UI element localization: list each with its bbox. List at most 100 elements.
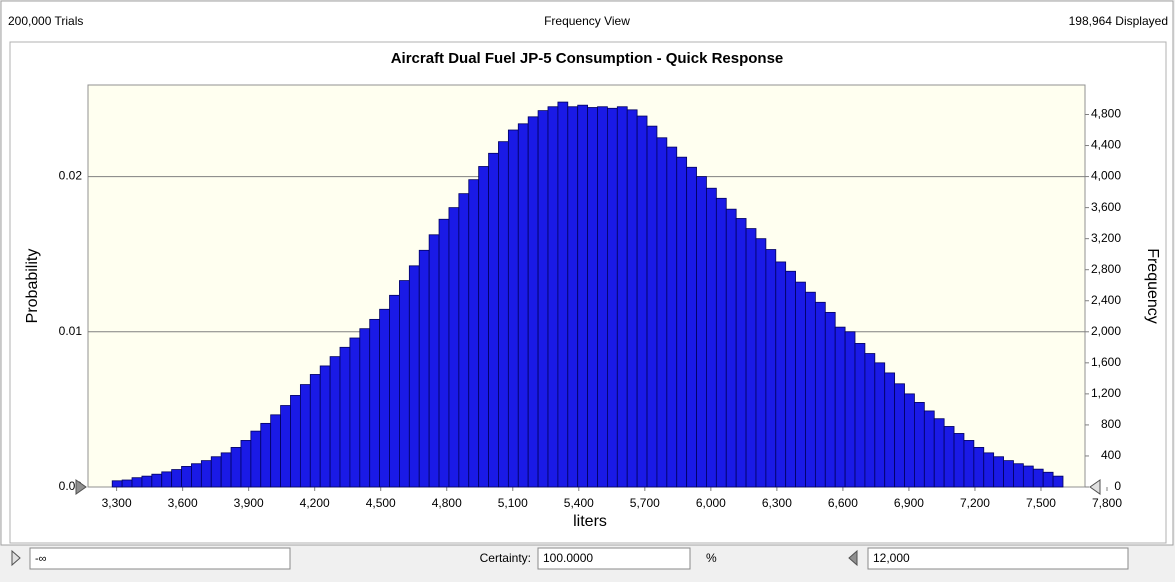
bar — [527, 116, 539, 488]
bar — [488, 152, 499, 488]
right-grabber[interactable] — [1089, 479, 1101, 495]
bar — [280, 405, 291, 488]
bar — [735, 218, 747, 488]
certainty-value: 100.0000 — [543, 551, 593, 565]
y2-tick-label: 2,800 — [1091, 262, 1121, 276]
bar — [577, 104, 589, 488]
bar — [844, 331, 856, 488]
bar — [923, 410, 935, 488]
bar — [399, 280, 410, 488]
bar — [309, 374, 321, 488]
bar — [973, 447, 985, 488]
bar — [963, 440, 975, 488]
bar — [894, 383, 905, 488]
bar — [656, 137, 668, 488]
right-input[interactable] — [867, 547, 1129, 570]
y-tick-label: 0.01 — [59, 324, 83, 338]
bar — [537, 110, 549, 488]
bar — [458, 193, 470, 488]
bar — [299, 384, 311, 488]
y2-tick-label: 3,200 — [1091, 231, 1121, 245]
bar — [270, 414, 281, 488]
bar — [131, 477, 143, 488]
bar — [210, 456, 222, 488]
right-arrow[interactable] — [848, 549, 858, 567]
x-tick-label: 6,300 — [762, 496, 792, 510]
x-tick-label: 4,200 — [300, 496, 330, 510]
bar — [725, 208, 737, 488]
bar — [854, 343, 866, 488]
view: Frequency View — [544, 14, 630, 28]
certainty-label: Certainty: — [480, 551, 531, 565]
y2-tick-label: 400 — [1101, 448, 1121, 462]
bar — [389, 294, 400, 488]
bar — [1032, 468, 1044, 488]
bar — [468, 179, 480, 488]
x-tick-label: 5,100 — [498, 496, 528, 510]
bar — [775, 261, 787, 488]
bar — [745, 228, 757, 488]
left-arrow[interactable] — [11, 549, 21, 567]
y-axis-label: Probability — [24, 249, 41, 324]
bar — [339, 346, 351, 488]
bar — [795, 281, 806, 488]
unit: % — [706, 551, 717, 565]
bar — [765, 249, 777, 488]
x-tick-label: 5,400 — [564, 496, 594, 510]
x-tick-label: 7,800 — [1092, 496, 1122, 510]
bar — [686, 166, 697, 488]
bar — [636, 115, 648, 488]
y2-tick-label: 3,600 — [1091, 200, 1121, 214]
bar — [814, 301, 826, 488]
left-value: -∞ — [35, 553, 47, 565]
bar — [171, 469, 182, 488]
y2-tick-label: 1,600 — [1091, 355, 1121, 369]
left-input[interactable] — [29, 547, 291, 570]
y2-tick-label: 1,200 — [1091, 386, 1121, 400]
bar — [983, 452, 995, 488]
x-tick-label: 7,200 — [960, 496, 990, 510]
x-tick-label: 3,600 — [168, 496, 198, 510]
bar — [240, 440, 252, 488]
x-tick-label: 3,300 — [102, 496, 132, 510]
y2-tick-label: 4,000 — [1091, 169, 1121, 183]
bar — [359, 328, 371, 488]
bar — [329, 356, 341, 488]
y2-tick-label: 4,400 — [1091, 138, 1121, 152]
bar — [943, 426, 955, 488]
bar — [151, 473, 163, 488]
left-grabber[interactable] — [75, 479, 87, 495]
bar — [379, 308, 390, 488]
bar — [785, 270, 796, 488]
bar — [1052, 475, 1064, 488]
bar — [676, 156, 688, 488]
bar — [706, 187, 717, 488]
x-axis-label: liters — [573, 513, 607, 530]
certainty-input[interactable] — [537, 547, 691, 570]
x-tick-label: 5,700 — [630, 496, 660, 510]
bar — [448, 207, 460, 488]
y2-axis-label: Frequency — [1144, 248, 1161, 324]
bar — [557, 101, 569, 488]
bar — [111, 480, 123, 488]
bar — [755, 238, 767, 488]
x-tick-label: 4,500 — [366, 496, 396, 510]
bar — [418, 249, 430, 488]
bar — [1042, 471, 1054, 488]
bar — [547, 106, 559, 488]
chart-title: Aircraft Dual Fuel JP-5 Consumption - Qu… — [391, 50, 784, 67]
bar — [587, 107, 598, 488]
bar — [933, 418, 945, 488]
bar — [884, 372, 896, 488]
bar — [141, 475, 153, 488]
bar — [161, 471, 173, 488]
bar — [646, 125, 658, 488]
bar — [369, 318, 381, 488]
bar — [250, 430, 262, 488]
bar — [290, 395, 301, 488]
displayed: 198,964 Displayed — [1069, 14, 1168, 28]
bar — [478, 166, 489, 488]
bar — [408, 265, 420, 488]
